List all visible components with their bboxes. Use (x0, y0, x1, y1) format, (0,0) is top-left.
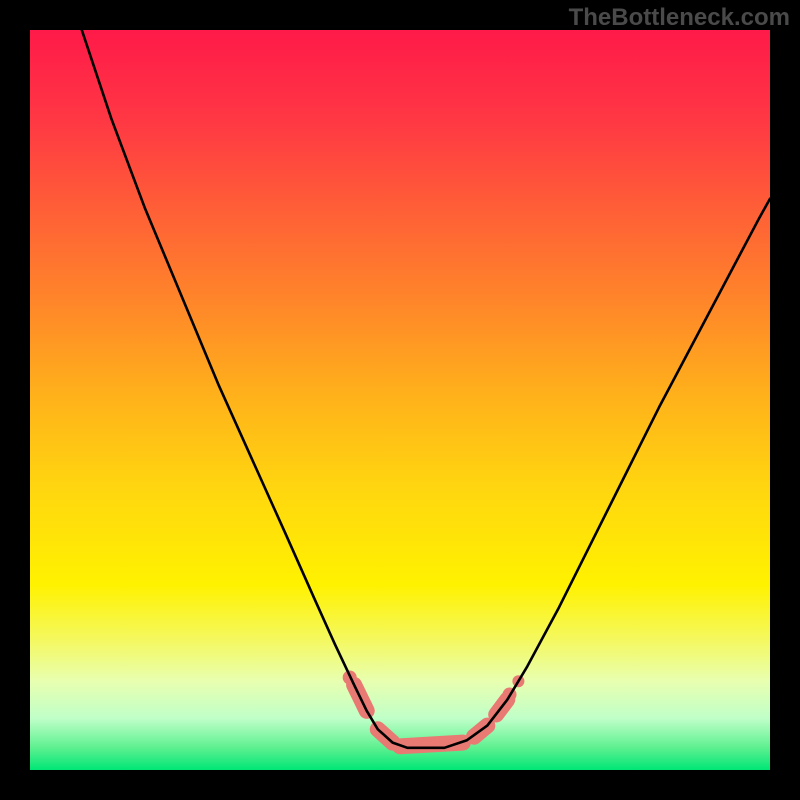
gradient-plot-area (30, 30, 770, 770)
chart-svg (0, 0, 800, 800)
chart-container: TheBottleneck.com (0, 0, 800, 800)
